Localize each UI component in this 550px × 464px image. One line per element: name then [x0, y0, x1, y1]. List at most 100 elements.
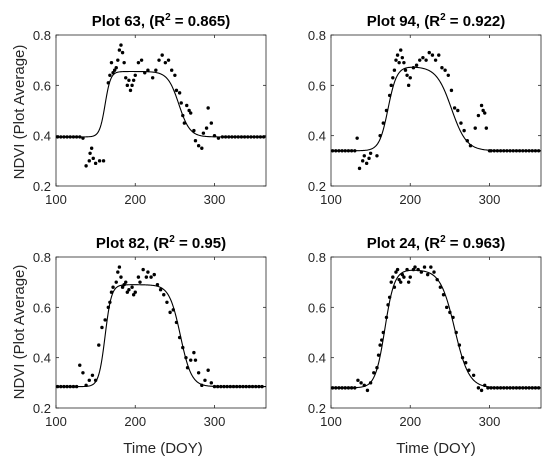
- data-point: [405, 267, 409, 272]
- subplot-title-superscript: 2: [165, 12, 171, 23]
- data-point: [242, 135, 247, 139]
- data-point: [425, 272, 430, 277]
- data-point: [201, 131, 206, 135]
- data-point: [459, 121, 463, 125]
- data-point: [136, 60, 141, 65]
- data-point: [234, 384, 239, 389]
- data-point: [368, 381, 373, 385]
- data-point: [133, 290, 137, 294]
- y-tick-label: 0.2: [308, 179, 326, 194]
- plot-area-frame: [55, 256, 267, 409]
- subplot-title: Plot 63, (R2 = 0.865): [92, 12, 231, 30]
- data-point: [130, 83, 134, 88]
- data-point: [124, 280, 128, 284]
- data-point: [530, 386, 534, 390]
- data-point: [378, 133, 382, 138]
- data-point: [216, 136, 221, 140]
- data-point: [349, 149, 354, 153]
- data-point: [368, 151, 373, 155]
- data-point: [440, 66, 444, 70]
- data-point: [255, 135, 259, 139]
- data-point: [429, 265, 433, 269]
- y-tick-label: 0.2: [33, 401, 51, 416]
- data-point: [378, 343, 382, 347]
- data-point: [88, 151, 92, 155]
- data-point: [59, 135, 63, 139]
- data-point: [524, 386, 528, 390]
- data-point: [177, 91, 182, 95]
- data-point: [189, 358, 193, 362]
- data-point: [128, 88, 133, 93]
- data-point: [406, 280, 411, 284]
- subplot-1: 100 200 300 0.2 0.4 0.6 0.8 Plot 63, (R2 = 0.86…: [33, 12, 267, 207]
- data-point: [395, 53, 400, 57]
- data-point: [65, 384, 69, 389]
- data-point: [144, 275, 149, 279]
- data-point: [154, 68, 158, 72]
- data-point: [171, 308, 175, 312]
- subplot-3: 100 200 300 0.2 0.4 0.6 0.8 Plot 82, (R2 = 0.95…: [33, 234, 267, 429]
- x-tick-label: 200: [399, 192, 421, 207]
- data-point: [489, 149, 493, 153]
- data-point: [381, 121, 385, 125]
- data-point: [239, 135, 244, 139]
- data-point: [362, 383, 366, 388]
- y-tick-label: 0.6: [308, 300, 326, 315]
- subplot-title-superscript: 2: [440, 12, 446, 23]
- data-point: [187, 108, 191, 113]
- data-point: [249, 135, 253, 139]
- y-tick-label: 0.6: [33, 78, 51, 93]
- data-point: [484, 126, 489, 130]
- x-tick-label: 100: [45, 414, 67, 429]
- data-point: [90, 373, 95, 377]
- data-point: [206, 368, 210, 372]
- data-point: [454, 330, 458, 335]
- data-point: [252, 135, 256, 139]
- data-point: [495, 149, 500, 153]
- data-point: [334, 149, 338, 153]
- data-point: [204, 126, 209, 130]
- data-point: [391, 76, 395, 80]
- data-point: [120, 285, 125, 289]
- subplot-title: Plot 24, (R2 = 0.963): [367, 234, 506, 252]
- data-point: [479, 103, 484, 108]
- data-point: [343, 149, 347, 153]
- data-point: [456, 108, 460, 113]
- data-point: [399, 280, 403, 284]
- data-point: [168, 310, 172, 315]
- data-point: [443, 68, 447, 72]
- data-point: [236, 135, 240, 139]
- data-point: [238, 384, 242, 389]
- subplot-title-superscript: 2: [169, 234, 175, 245]
- data-point: [424, 58, 428, 62]
- data-point: [471, 373, 476, 377]
- data-point: [78, 363, 82, 367]
- data-point: [106, 305, 111, 310]
- data-point: [381, 330, 385, 335]
- data-point: [337, 149, 341, 153]
- data-point: [225, 384, 229, 389]
- data-point: [87, 378, 91, 383]
- data-point: [514, 149, 519, 153]
- subplot-title-suffix: = 0.95): [175, 235, 226, 252]
- data-point: [340, 149, 344, 153]
- data-point: [117, 48, 122, 52]
- data-point: [384, 315, 389, 320]
- data-point: [457, 343, 462, 347]
- data-point: [133, 73, 137, 77]
- data-point: [346, 386, 351, 390]
- data-point: [250, 384, 255, 389]
- data-point: [181, 345, 185, 350]
- data-point: [127, 78, 131, 83]
- y-tick-label: 0.2: [33, 179, 51, 194]
- data-point: [364, 161, 369, 166]
- y-tick-label: 0.6: [308, 78, 326, 93]
- data-point: [87, 159, 91, 163]
- y-tick-label: 0.4: [308, 129, 326, 144]
- data-point: [421, 55, 425, 60]
- data-point: [419, 270, 424, 274]
- x-tick-label: 200: [399, 414, 421, 429]
- data-point: [389, 83, 393, 88]
- plot-area-frame: [55, 34, 267, 187]
- data-point: [209, 381, 214, 385]
